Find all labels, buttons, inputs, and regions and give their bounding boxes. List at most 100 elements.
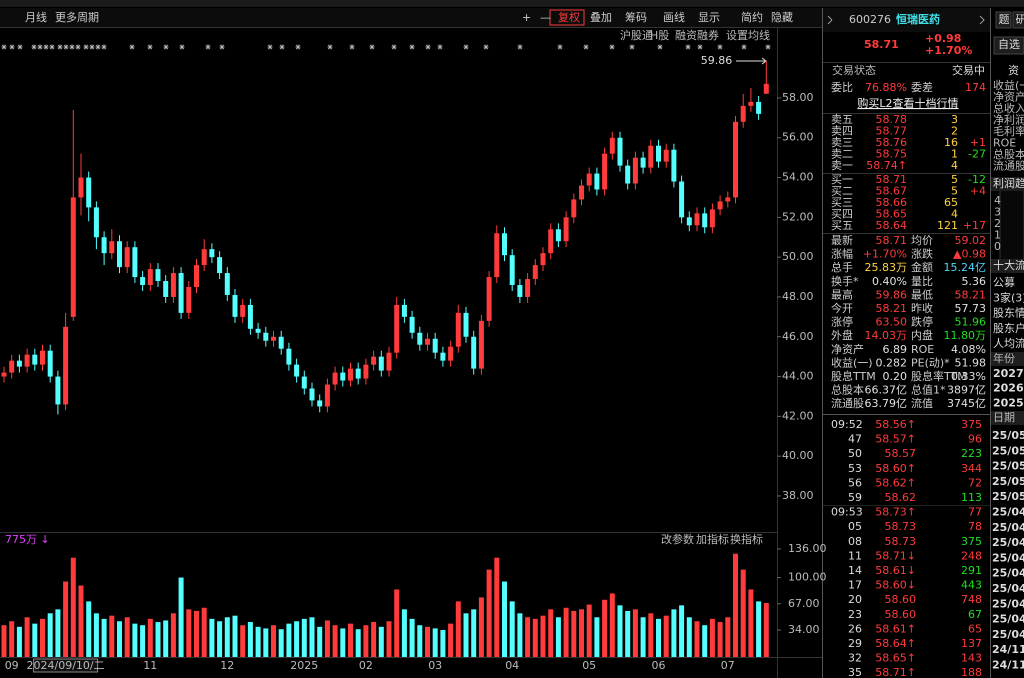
stat-label: 昨收 [911, 301, 933, 315]
candle-body [340, 372, 346, 381]
stat-value: 15.24亿 [944, 261, 987, 274]
candle-body [486, 277, 492, 321]
stat-label: 总股本 [831, 383, 864, 397]
book-label: 卖三 [831, 136, 853, 149]
volume-bar [155, 622, 161, 657]
stat-value: 51.98 [955, 356, 987, 369]
event-marker [205, 44, 211, 50]
stat-value: 59.86 [876, 288, 908, 301]
candle-body [155, 269, 161, 282]
candle-body [16, 360, 22, 367]
volume-bar [324, 620, 330, 657]
toolbar-button[interactable]: 复权 [558, 10, 580, 24]
volume-bar [617, 605, 623, 657]
candle-body [417, 332, 423, 345]
stat-label: 跌停 [911, 315, 933, 329]
stat-label: 流通股 [831, 396, 864, 410]
tick-price: 58.62 [885, 491, 917, 504]
candle-body [509, 255, 515, 286]
volume-bar [332, 625, 338, 657]
watch-button[interactable]: 自选 [998, 38, 1020, 51]
tick-price: 58.57 [885, 447, 917, 460]
adjust-button-frame [549, 9, 585, 26]
toolbar-button[interactable]: 画线 [663, 10, 685, 24]
toolbar-button[interactable]: 月线 [25, 10, 47, 24]
toolbar-button[interactable]: + [522, 11, 531, 24]
volume-bar [540, 615, 546, 657]
volume-menu-item[interactable]: 加指标 [696, 532, 729, 546]
toolbar-button[interactable]: 隐藏 [771, 11, 793, 24]
volume-bar [625, 610, 631, 657]
side-tab[interactable]: 资 [1008, 64, 1019, 77]
book-price: 58.67 [876, 185, 908, 198]
book-volume: 4 [951, 208, 958, 221]
toolbar-button[interactable]: 叠加 [590, 11, 612, 24]
ratio-label: 委比 [831, 81, 853, 94]
toolbar-button[interactable]: 显示 [698, 11, 720, 24]
date-row: 25/05/ [992, 460, 1024, 473]
stat-label: ROE [911, 343, 934, 356]
max-annotation: 59.86 [701, 54, 733, 67]
stat-label: 流值 [911, 396, 933, 410]
event-marker [57, 44, 63, 50]
candle-body [548, 229, 554, 254]
candle-body [324, 384, 330, 407]
event-marker [483, 44, 489, 50]
volume-menu-item[interactable]: 换指标 [730, 532, 763, 546]
candle-body [217, 257, 223, 274]
volume-menu-item[interactable]: 改参数 [661, 532, 694, 546]
volume-bar [178, 577, 184, 657]
volume-bar [47, 613, 53, 657]
stat-value: 63.50 [876, 316, 908, 329]
chart-menu-item[interactable]: 沪股通 [620, 28, 653, 42]
tick-price: 58.56↑ [875, 418, 916, 431]
volume-bar [455, 601, 461, 657]
event-marker [327, 44, 333, 50]
candle-body [309, 388, 315, 401]
candle-body [278, 336, 284, 349]
candle-body [101, 237, 107, 254]
tick-price: 58.62↑ [875, 476, 916, 489]
book-label: 卖二 [831, 148, 853, 161]
volume-bar [494, 557, 500, 657]
chart-menu-item[interactable]: 融资融券 [675, 28, 719, 42]
chart-menu-item[interactable]: 设置均线 [726, 28, 770, 42]
tick-volume: 77 [968, 506, 982, 519]
event-marker [279, 44, 285, 50]
tick-price: 58.57↑ [875, 433, 916, 446]
y-tick-label: 48.00 [782, 290, 814, 303]
side-button[interactable]: 题 [999, 13, 1010, 26]
stat-value: 4.08% [951, 343, 986, 356]
candle-body [663, 149, 669, 162]
chart-menu-item[interactable]: H股 [650, 29, 669, 42]
toolbar-button[interactable]: 简约 [741, 10, 763, 24]
trend-tick: 2 [994, 217, 1001, 230]
x-tick-label: 06 [652, 659, 666, 672]
toolbar-button[interactable]: 更多周期 [55, 10, 99, 24]
side-header-label: 年份 [993, 351, 1015, 365]
price-change: +0.98 [925, 32, 961, 45]
tick-volume: 443 [961, 579, 982, 592]
volume-bar [340, 628, 346, 657]
event-marker [129, 44, 135, 50]
toolbar-button[interactable]: — [540, 11, 551, 24]
l2-link[interactable]: 购买L2查看十档行情 [857, 96, 958, 110]
event-marker [369, 44, 375, 50]
candle-body [317, 400, 323, 407]
stat-label: 内盘 [911, 328, 933, 342]
toolbar-button[interactable]: 筹码 [625, 10, 647, 24]
tick-time: 26 [848, 622, 862, 635]
volume-bar [579, 609, 584, 657]
stat-value: 58.21 [955, 288, 987, 301]
book-price: 58.78 [876, 113, 908, 126]
book-price: 58.76 [876, 136, 908, 149]
volume-bar [294, 621, 300, 657]
candle-body [571, 199, 577, 218]
side-button[interactable]: 研 [1016, 13, 1024, 26]
candle-body [178, 273, 184, 313]
y-tick-label: 42.00 [782, 409, 814, 422]
event-marker [583, 44, 589, 50]
volume-bar [555, 617, 561, 657]
side-button-frame [1012, 11, 1024, 29]
volume-bar [271, 625, 276, 657]
